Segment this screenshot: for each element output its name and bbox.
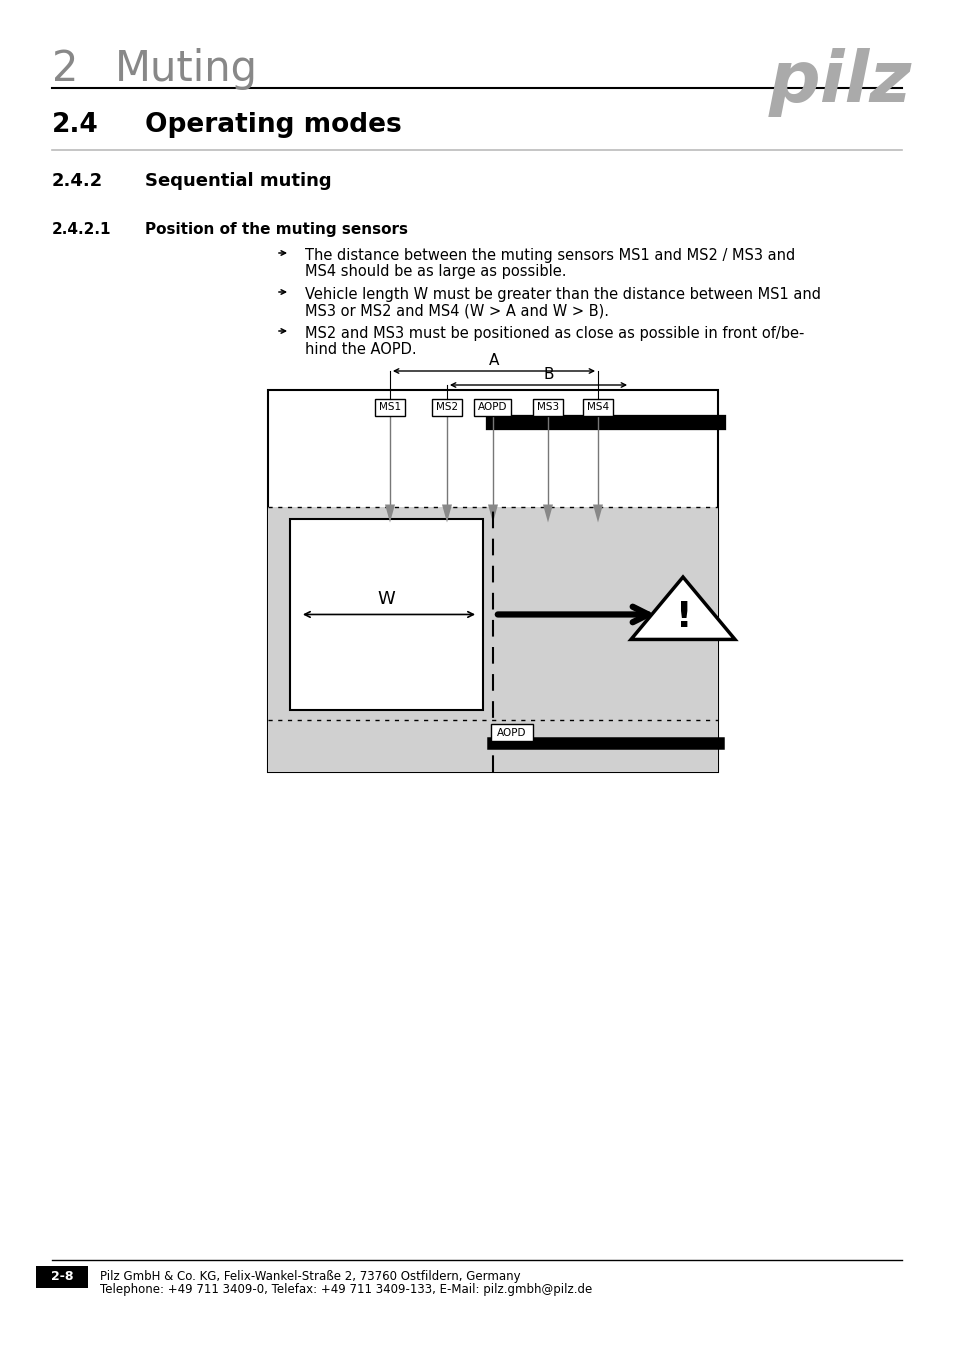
Text: Vehicle length W must be greater than the distance between MS1 and: Vehicle length W must be greater than th… bbox=[305, 288, 821, 302]
Polygon shape bbox=[441, 505, 452, 522]
Text: pilz: pilz bbox=[768, 49, 911, 117]
Bar bbox=[533, 400, 562, 416]
Polygon shape bbox=[385, 505, 395, 522]
Text: Telephone: +49 711 3409-0, Telefax: +49 711 3409-133, E-Mail: pilz.gmbh@pilz.de: Telephone: +49 711 3409-0, Telefax: +49 … bbox=[100, 1282, 592, 1296]
Text: Pilz GmbH & Co. KG, Felix-Wankel-Straße 2, 73760 Ostfildern, Germany: Pilz GmbH & Co. KG, Felix-Wankel-Straße … bbox=[100, 1270, 520, 1282]
Text: 2.4: 2.4 bbox=[52, 112, 99, 138]
Bar bbox=[36, 1266, 88, 1288]
Text: MS4 should be as large as possible.: MS4 should be as large as possible. bbox=[305, 265, 566, 279]
Text: A: A bbox=[488, 352, 498, 369]
Polygon shape bbox=[630, 576, 734, 640]
Text: MS2 and MS3 must be positioned as close as possible in front of/be-: MS2 and MS3 must be positioned as close … bbox=[305, 325, 803, 342]
Bar bbox=[268, 506, 718, 772]
Polygon shape bbox=[542, 505, 553, 522]
Polygon shape bbox=[593, 505, 602, 522]
Text: MS3 or MS2 and MS4 (W > A and W > B).: MS3 or MS2 and MS4 (W > A and W > B). bbox=[305, 302, 608, 319]
Text: The distance between the muting sensors MS1 and MS2 / MS3 and: The distance between the muting sensors … bbox=[305, 248, 795, 263]
Bar bbox=[582, 400, 613, 416]
Polygon shape bbox=[488, 505, 497, 522]
Text: MS3: MS3 bbox=[537, 402, 558, 413]
Text: Operating modes: Operating modes bbox=[145, 112, 401, 138]
Text: Position of the muting sensors: Position of the muting sensors bbox=[145, 221, 408, 238]
Text: MS1: MS1 bbox=[378, 402, 400, 413]
Bar bbox=[491, 725, 533, 741]
Bar bbox=[432, 400, 461, 416]
Text: Sequential muting: Sequential muting bbox=[145, 171, 332, 190]
Text: B: B bbox=[542, 367, 553, 382]
Bar bbox=[268, 390, 718, 772]
Text: MS4: MS4 bbox=[586, 402, 608, 413]
Text: AOPD: AOPD bbox=[477, 402, 507, 413]
Text: W: W bbox=[377, 590, 395, 609]
Text: hind the AOPD.: hind the AOPD. bbox=[305, 342, 416, 356]
Bar bbox=[474, 400, 511, 416]
Text: 2.4.2: 2.4.2 bbox=[52, 171, 103, 190]
Text: Muting: Muting bbox=[115, 49, 257, 90]
Bar bbox=[290, 518, 482, 710]
Text: MS2: MS2 bbox=[436, 402, 457, 413]
Text: 2-8: 2-8 bbox=[51, 1270, 73, 1284]
Text: 2: 2 bbox=[52, 49, 78, 90]
Bar bbox=[375, 400, 405, 416]
Text: 2.4.2.1: 2.4.2.1 bbox=[52, 221, 112, 238]
Text: AOPD: AOPD bbox=[497, 729, 526, 738]
Text: !: ! bbox=[675, 599, 692, 634]
